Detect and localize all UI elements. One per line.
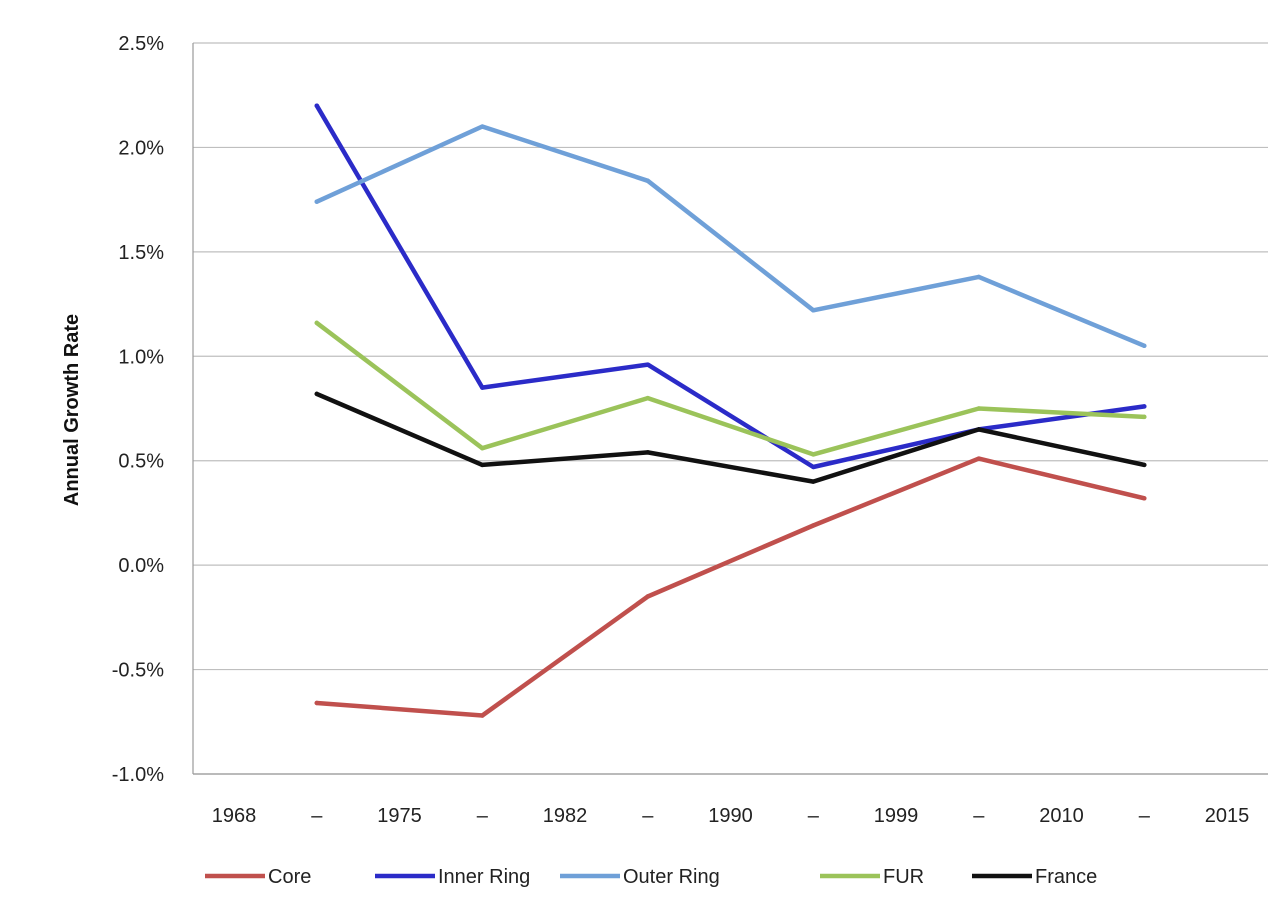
data-point <box>480 124 485 129</box>
x-tick-label: 2015 <box>1205 805 1250 827</box>
series-line-outer-ring <box>314 124 1147 349</box>
data-point <box>1142 343 1147 349</box>
data-point <box>976 274 981 280</box>
y-tick-label: 1.0% <box>118 346 164 368</box>
data-point <box>811 479 816 484</box>
legend-label: FUR <box>883 866 924 888</box>
series-line-inner-ring <box>314 103 1147 470</box>
x-tick-label: – <box>642 805 654 827</box>
data-point <box>811 452 816 457</box>
x-tick-label: 1968 <box>212 805 257 827</box>
data-point <box>645 178 650 184</box>
series-lines <box>314 103 1147 718</box>
y-tick-label: 2.5% <box>118 33 164 55</box>
y-tick-label: 0.5% <box>118 451 164 473</box>
data-point <box>645 362 650 367</box>
x-tick-label: 1982 <box>543 805 588 827</box>
data-point <box>480 713 485 718</box>
x-tick-label: – <box>311 805 323 827</box>
data-point <box>811 308 816 313</box>
legend-label: Core <box>268 866 311 888</box>
data-point <box>314 700 319 706</box>
y-tick-label: 1.5% <box>118 242 164 264</box>
legend-label: France <box>1035 866 1097 888</box>
data-point <box>314 199 319 204</box>
data-point <box>1142 404 1147 409</box>
data-point <box>480 445 485 451</box>
data-point <box>314 391 319 397</box>
x-tick-label: – <box>1139 805 1151 827</box>
data-point <box>1142 462 1147 468</box>
x-tick-label: 2010 <box>1039 805 1084 827</box>
data-point <box>480 462 485 468</box>
x-tick-label: – <box>477 805 489 827</box>
series-line-france <box>314 391 1147 484</box>
data-point <box>976 406 981 411</box>
data-point <box>645 594 650 599</box>
x-tick-label: – <box>808 805 820 827</box>
data-point <box>645 450 650 455</box>
data-point <box>811 464 816 470</box>
data-point <box>1142 496 1147 501</box>
y-tick-label: 2.0% <box>118 137 164 159</box>
legend-label: Outer Ring <box>623 866 720 888</box>
data-point <box>314 103 319 108</box>
series-line-core <box>314 456 1147 718</box>
x-tick-label: 1999 <box>874 805 919 827</box>
data-point <box>976 427 981 432</box>
x-tick-label: – <box>973 805 985 827</box>
x-tick-label: 1990 <box>708 805 753 827</box>
y-axis-label: Annual Growth Rate <box>61 314 83 506</box>
y-tick-label: 0.0% <box>118 555 164 577</box>
axes: 2.5% 2.0% 1.5% 1.0% 0.5% 0.0% -0.5% -1.0% 1968 – 1… <box>112 33 1268 827</box>
x-tick-label: 1975 <box>377 805 422 827</box>
data-point <box>480 385 485 390</box>
y-tick-label: -0.5% <box>112 660 164 682</box>
data-point <box>645 395 650 401</box>
legend: Core Inner Ring Outer Ring FUR France <box>205 866 1097 888</box>
data-point <box>811 523 816 528</box>
series-line-fur <box>314 320 1147 457</box>
data-point <box>976 456 981 461</box>
data-point <box>314 320 319 326</box>
data-point <box>1142 414 1147 420</box>
legend-label: Inner Ring <box>438 866 530 888</box>
y-tick-label: -1.0% <box>112 764 164 786</box>
